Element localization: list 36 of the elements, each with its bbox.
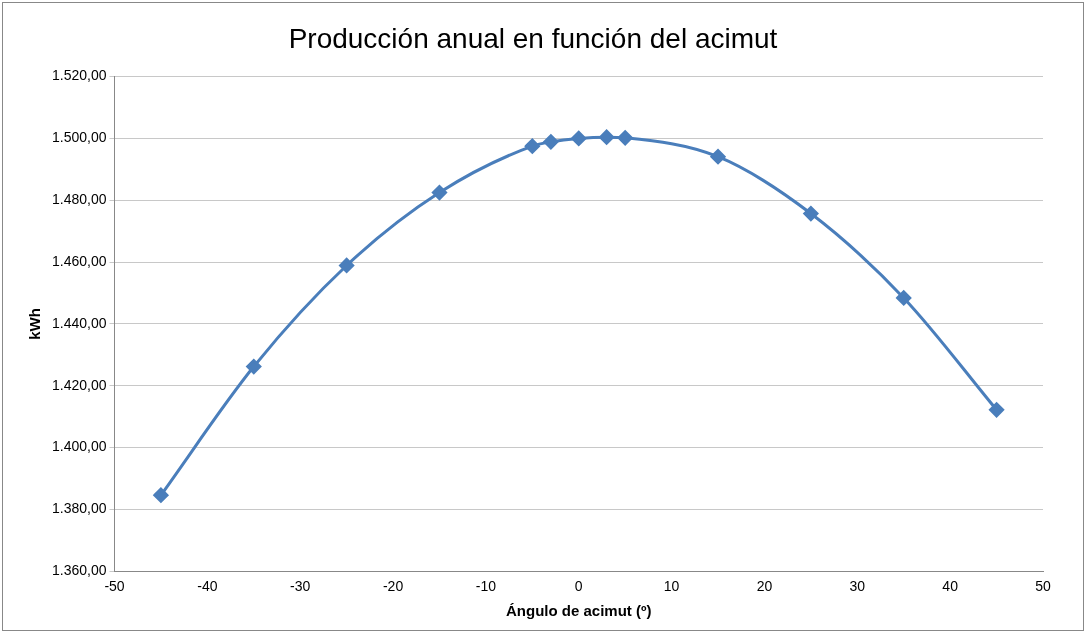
y-tick-label: 1.480,00	[52, 191, 107, 208]
x-tick-label: -30	[290, 578, 311, 595]
x-tick-label: 30	[849, 578, 866, 595]
y-tick-label: 1.360,00	[52, 562, 107, 579]
point	[599, 129, 615, 145]
y-tick-label: 1.500,00	[52, 129, 107, 146]
point	[431, 185, 447, 201]
x-tick-label: 50	[1035, 578, 1051, 595]
y-tick-label: 1.440,00	[52, 314, 107, 331]
point	[989, 402, 1005, 418]
point	[710, 149, 726, 165]
point	[339, 257, 355, 273]
point	[803, 206, 819, 222]
x-tick-label: -40	[197, 578, 218, 595]
point	[896, 290, 912, 306]
point	[524, 138, 540, 154]
y-tick-label: 1.460,00	[52, 252, 107, 269]
point	[153, 487, 169, 503]
x-tick-label: 0	[574, 578, 583, 595]
chart-title: Producción anual en función del acimut	[288, 22, 778, 54]
x-tick-label: 40	[942, 578, 959, 595]
y-tick-label: 1.380,00	[52, 500, 107, 517]
y-tick-label: 1.400,00	[52, 438, 107, 455]
point	[617, 130, 633, 146]
x-axis-title: Ángulo de acimut (º)	[506, 602, 652, 620]
y-tick-label: 1.420,00	[52, 376, 107, 393]
point	[571, 130, 587, 146]
x-tick-label: 10	[663, 578, 680, 595]
x-tick-label: 20	[756, 578, 773, 595]
point	[543, 134, 559, 150]
y-tick-label: 1.520,00	[52, 67, 107, 84]
y-axis-title: kWh	[26, 308, 44, 340]
x-tick-label: -10	[475, 578, 497, 595]
x-tick-label: -50	[104, 578, 125, 595]
x-tick-label: -20	[382, 578, 404, 595]
point	[246, 359, 262, 375]
